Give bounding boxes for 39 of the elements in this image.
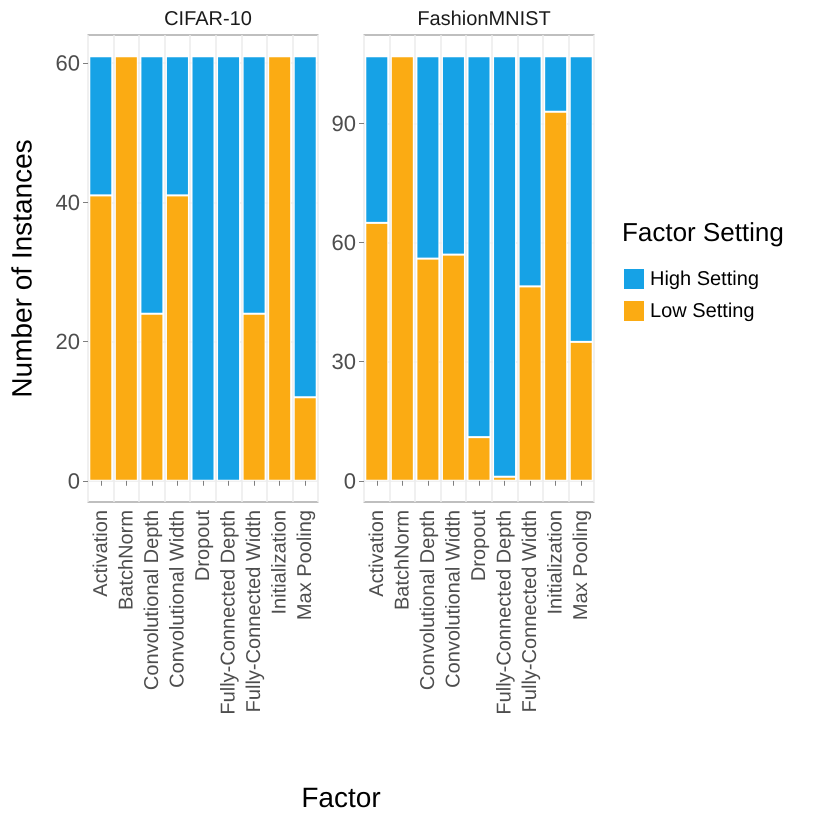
x-tick-label: Activation	[90, 510, 112, 597]
x-tick-label: Max Pooling	[294, 510, 316, 620]
y-tick-label: 60	[332, 230, 356, 256]
bar	[114, 56, 138, 481]
y-tick-label: 90	[332, 111, 356, 136]
x-tick-label: Fully-Connected Depth	[218, 510, 240, 715]
y-axis-title: Number of Instances	[6, 139, 38, 398]
x-tick-label: Initialization	[268, 510, 291, 615]
x-tick-label: Dropout	[468, 510, 490, 582]
x-tick-label: Fully-Connected Width	[243, 510, 266, 712]
y-tick-label: 0	[68, 468, 80, 494]
chart-title: FashionMNIST	[417, 8, 551, 30]
x-tick-label: Fully-Connected Width	[519, 510, 542, 712]
bar	[390, 56, 414, 481]
x-tick-label: BatchNorm	[391, 510, 414, 610]
y-tick-label: 20	[56, 329, 80, 354]
x-tick-label: Convolutional Depth	[140, 510, 163, 690]
legend-label: Low Setting	[650, 300, 755, 322]
bar	[217, 56, 240, 481]
bar	[268, 56, 292, 481]
x-tick-label: Fully-Connected Depth	[494, 510, 516, 715]
legend-title: Factor Setting	[622, 217, 784, 247]
x-tick-label: BatchNorm	[115, 510, 138, 610]
x-tick-label: Initialization	[544, 510, 567, 615]
y-tick-label: 0	[344, 468, 356, 494]
x-tick-label: Convolutional Depth	[416, 510, 439, 690]
x-tick-label: Activation	[366, 510, 388, 597]
bar	[192, 56, 214, 481]
chart-title: CIFAR-10	[164, 8, 252, 30]
legend-label: High Setting	[650, 268, 759, 290]
y-tick-label: 40	[56, 190, 80, 215]
y-tick-label: 60	[56, 50, 80, 76]
y-tick-label: 30	[332, 349, 356, 374]
x-tick-label: Convolutional Width	[442, 510, 464, 688]
x-tick-label: Convolutional Width	[166, 510, 188, 688]
x-tick-label: Dropout	[192, 510, 214, 582]
x-tick-label: Max Pooling	[570, 510, 592, 620]
x-axis-title: Factor	[300, 782, 382, 814]
bar	[493, 56, 516, 477]
